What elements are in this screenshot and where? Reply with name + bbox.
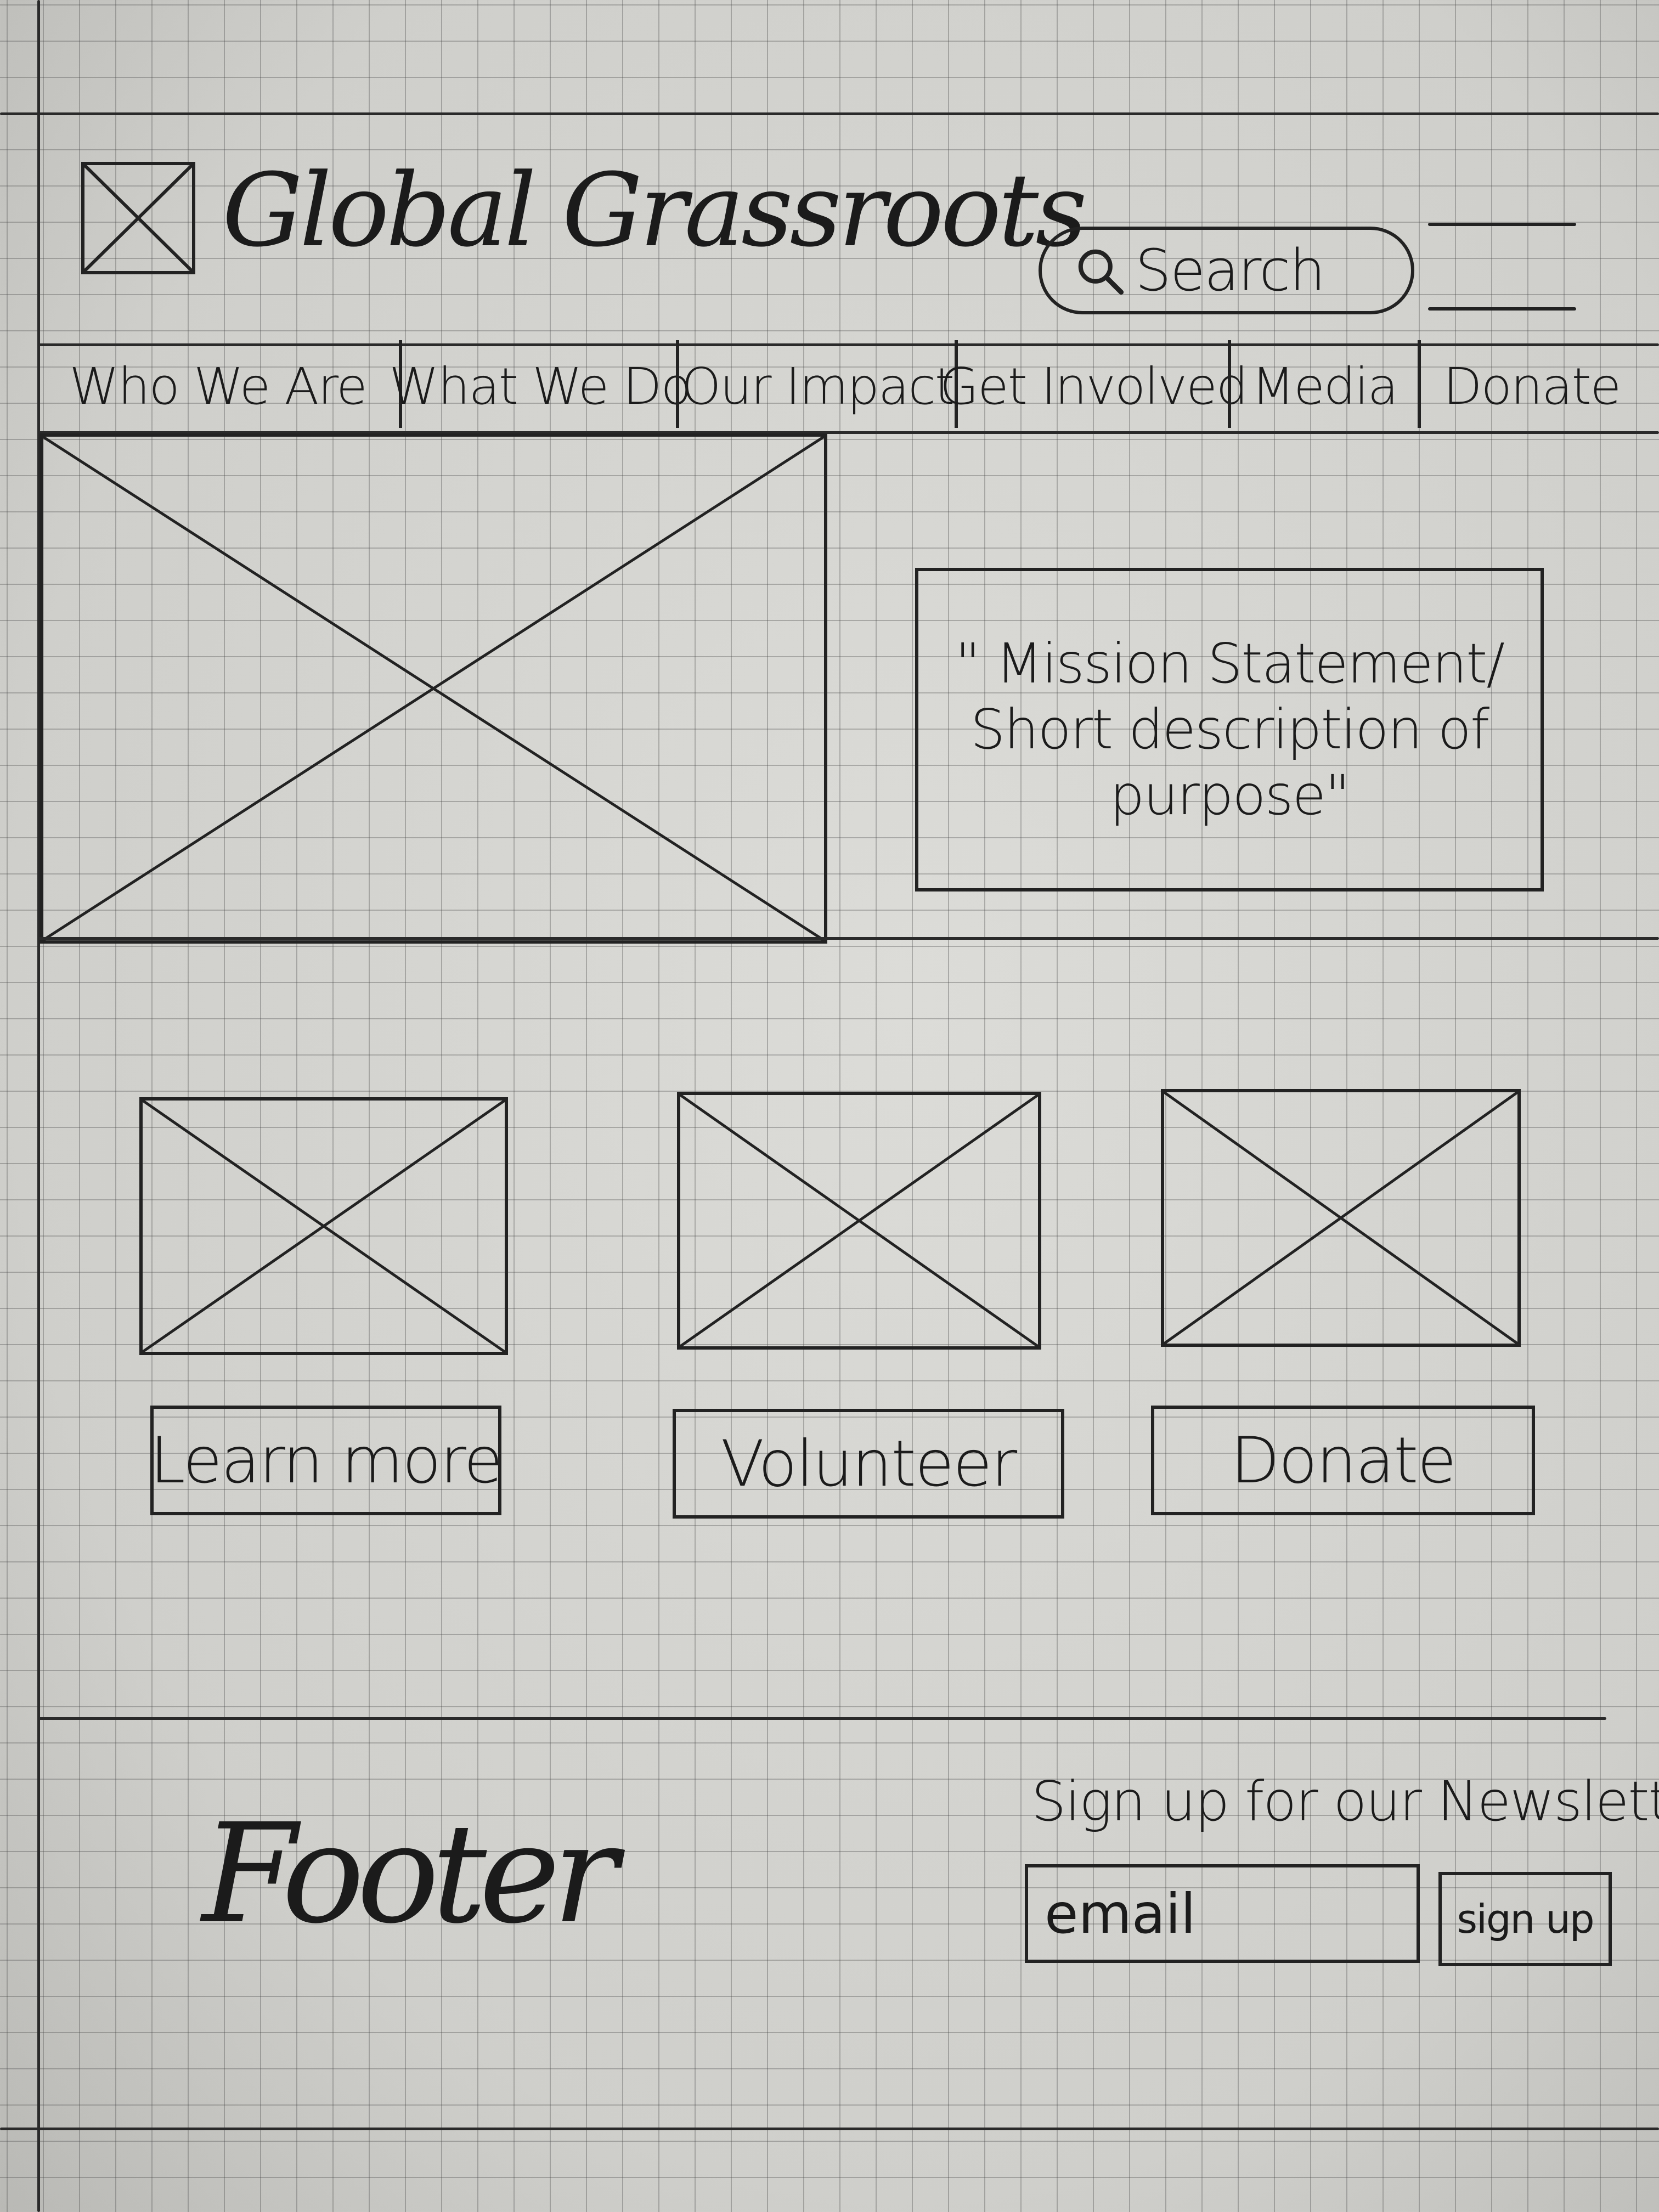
nav-item-media[interactable]: Media: [1251, 357, 1398, 416]
page-bottom-rule: [0, 2128, 1659, 2130]
hero-image-placeholder-icon: [40, 433, 827, 944]
nav-divider: [676, 340, 679, 428]
footer-label: Footer: [202, 1794, 618, 1954]
site-title[interactable]: Global Grassroots: [222, 152, 1087, 269]
nav-divider: [399, 340, 402, 428]
header-top-rule: [0, 112, 1659, 115]
nav-bottom-rule: [37, 431, 1659, 434]
newsletter-heading: Sign up for our Newsletter: [1031, 1769, 1659, 1833]
hero-bottom-rule: [37, 937, 1659, 940]
nav-item-get-involved[interactable]: Get Involved: [939, 357, 1248, 416]
search-bar[interactable]: Search: [1039, 227, 1414, 314]
donate-button[interactable]: Donate: [1151, 1406, 1535, 1515]
card-image-placeholder-icon: [1161, 1089, 1521, 1347]
main-nav: Who We Are What We Do Our Impact Get Inv…: [40, 340, 1641, 432]
nav-divider: [1228, 340, 1231, 428]
mission-statement: " Mission Statement/ Short description o…: [915, 568, 1544, 891]
nav-item-who-we-are[interactable]: Who We Are: [69, 357, 368, 416]
nav-divider: [955, 340, 958, 428]
email-field[interactable]: [1025, 1864, 1420, 1963]
nav-divider: [1418, 340, 1421, 428]
mission-line: Short description of: [970, 697, 1489, 761]
nav-item-our-impact[interactable]: Our Impact: [681, 357, 955, 416]
volunteer-button[interactable]: Volunteer: [673, 1409, 1064, 1519]
logo-placeholder-icon[interactable]: [81, 162, 195, 274]
search-label: Search: [1135, 237, 1325, 304]
card-image-placeholder-icon: [139, 1097, 508, 1355]
learn-more-button[interactable]: Learn more: [150, 1406, 503, 1515]
sign-up-button[interactable]: sign up: [1438, 1872, 1612, 1966]
mission-line: purpose": [1109, 763, 1350, 827]
nav-item-donate[interactable]: Donate: [1443, 357, 1622, 416]
mission-line: " Mission Statement/: [955, 631, 1505, 696]
footer-top-rule: [37, 1717, 1606, 1720]
card-image-placeholder-icon: [677, 1092, 1041, 1350]
nav-item-what-we-do[interactable]: What We Do: [389, 357, 692, 416]
hamburger-menu-icon[interactable]: [1428, 219, 1579, 318]
header-bottom-rule: [37, 343, 1659, 346]
page-frame-left: [37, 0, 40, 2212]
search-icon: [1078, 249, 1124, 295]
